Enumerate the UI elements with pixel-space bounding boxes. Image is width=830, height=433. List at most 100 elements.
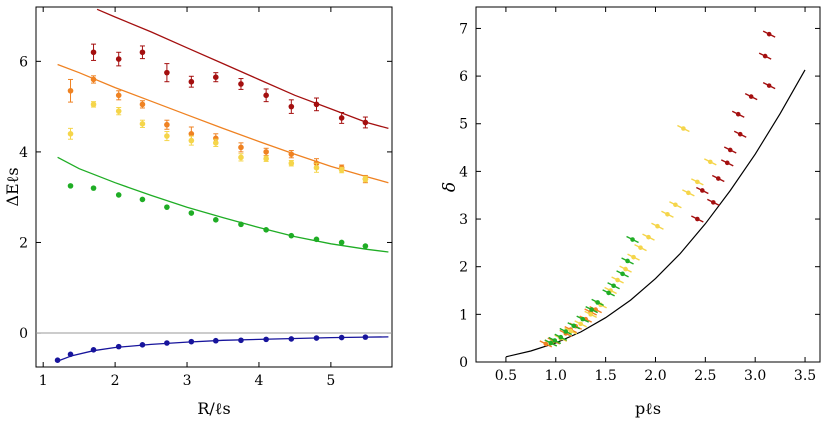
data-point [766, 83, 772, 88]
data-point [288, 151, 295, 157]
left-x-tick-label: 2 [111, 373, 120, 389]
data-point [638, 245, 643, 250]
data-point [748, 94, 754, 99]
data-point [115, 343, 122, 350]
data-point [735, 111, 741, 117]
left-panel: 1 2 3 4 5 0 2 4 6 R/ℓs ΔEℓs [3, 6, 393, 418]
data-point [606, 290, 611, 296]
data-point [212, 217, 219, 223]
left-x-tick-label: 3 [183, 373, 192, 389]
right-y-tick-label: 7 [459, 21, 468, 37]
data-point [139, 121, 146, 127]
data-point [212, 337, 219, 344]
data-point [188, 78, 195, 85]
data-point [665, 211, 670, 217]
left-y-tick-label: 2 [19, 235, 28, 251]
data-point [362, 334, 369, 340]
data-point [288, 103, 295, 110]
data-point [313, 101, 320, 108]
data-point [67, 183, 74, 189]
data-point [164, 133, 170, 139]
right-y-tick-label: 2 [459, 260, 468, 276]
left-y-axis-label: ΔEℓs [3, 167, 22, 206]
data-point [139, 196, 146, 203]
left-x-axis-label: R/ℓs [197, 399, 230, 418]
data-point [263, 155, 269, 162]
left-x-tick-label: 4 [254, 373, 263, 389]
data-point [588, 312, 593, 317]
left-plot-frame [35, 6, 393, 368]
data-point [646, 234, 651, 240]
right-y-tick-label: 4 [459, 164, 468, 180]
data-point [238, 337, 244, 344]
data-point [568, 328, 574, 334]
data-point [188, 210, 195, 216]
fit-curve-1 [57, 63, 389, 184]
right-y-tick-label: 5 [459, 117, 468, 133]
data-point [655, 223, 660, 229]
right-data-points [539, 30, 776, 348]
data-point [737, 131, 743, 137]
right-x-axis-label: pℓs [635, 399, 661, 418]
data-point [338, 115, 345, 121]
data-point [115, 108, 122, 114]
left-data-points [54, 43, 369, 364]
data-point [164, 121, 170, 128]
data-point [139, 342, 146, 348]
data-point [715, 176, 721, 181]
data-point [263, 92, 269, 99]
data-point [188, 338, 195, 345]
fit-curve-3 [57, 156, 389, 253]
data-point [313, 236, 320, 243]
data-point [90, 346, 97, 353]
right-x-tick-label: 3.0 [744, 368, 766, 384]
data-point [212, 140, 219, 146]
data-point [288, 336, 295, 342]
right-panel: 0.5 1.0 1.5 2.0 2.5 3.0 3.5 0 1 2 3 4 5 6 7 pℓs δ [440, 6, 821, 418]
data-point [115, 192, 122, 198]
left-x-tick-label: 1 [39, 373, 48, 389]
left-x-tick-label: 5 [326, 373, 335, 389]
data-point [288, 160, 295, 167]
data-point [623, 266, 628, 272]
data-point [578, 321, 583, 327]
right-x-tick-label: 3.5 [794, 368, 816, 384]
right-y-tick-label: 0 [459, 355, 468, 371]
data-point [362, 119, 369, 126]
data-point [695, 179, 700, 185]
data-point [238, 221, 244, 228]
data-point [188, 130, 195, 137]
data-point [700, 188, 705, 193]
data-point [673, 202, 678, 208]
right-x-tick-label: 2.0 [644, 368, 666, 384]
data-point [313, 164, 320, 171]
right-y-tick-label: 6 [459, 69, 468, 85]
right-plot-frame [475, 6, 821, 363]
right-x-tick-label: 0.5 [495, 368, 517, 384]
data-point [263, 336, 269, 343]
right-y-axis-label: δ [440, 182, 460, 192]
data-point [766, 31, 772, 37]
data-point [90, 49, 97, 56]
data-point [164, 204, 170, 210]
data-point [288, 232, 295, 239]
data-point [238, 81, 244, 87]
data-point [164, 69, 170, 76]
data-point [338, 167, 345, 173]
data-point [139, 101, 146, 108]
data-point [543, 341, 549, 347]
data-point [90, 101, 97, 108]
data-point [620, 271, 625, 277]
data-point [711, 200, 716, 205]
left-fit-curves [57, 8, 389, 362]
data-point [708, 159, 713, 165]
fit-curve-4 [57, 336, 389, 362]
data-point [90, 185, 97, 191]
left-ticks: 1 2 3 4 5 0 2 4 6 [19, 7, 392, 389]
data-point [238, 154, 244, 161]
data-point [67, 130, 74, 137]
data-point [563, 329, 569, 334]
data-point [313, 335, 320, 341]
left-y-tick-label: 4 [19, 145, 28, 161]
